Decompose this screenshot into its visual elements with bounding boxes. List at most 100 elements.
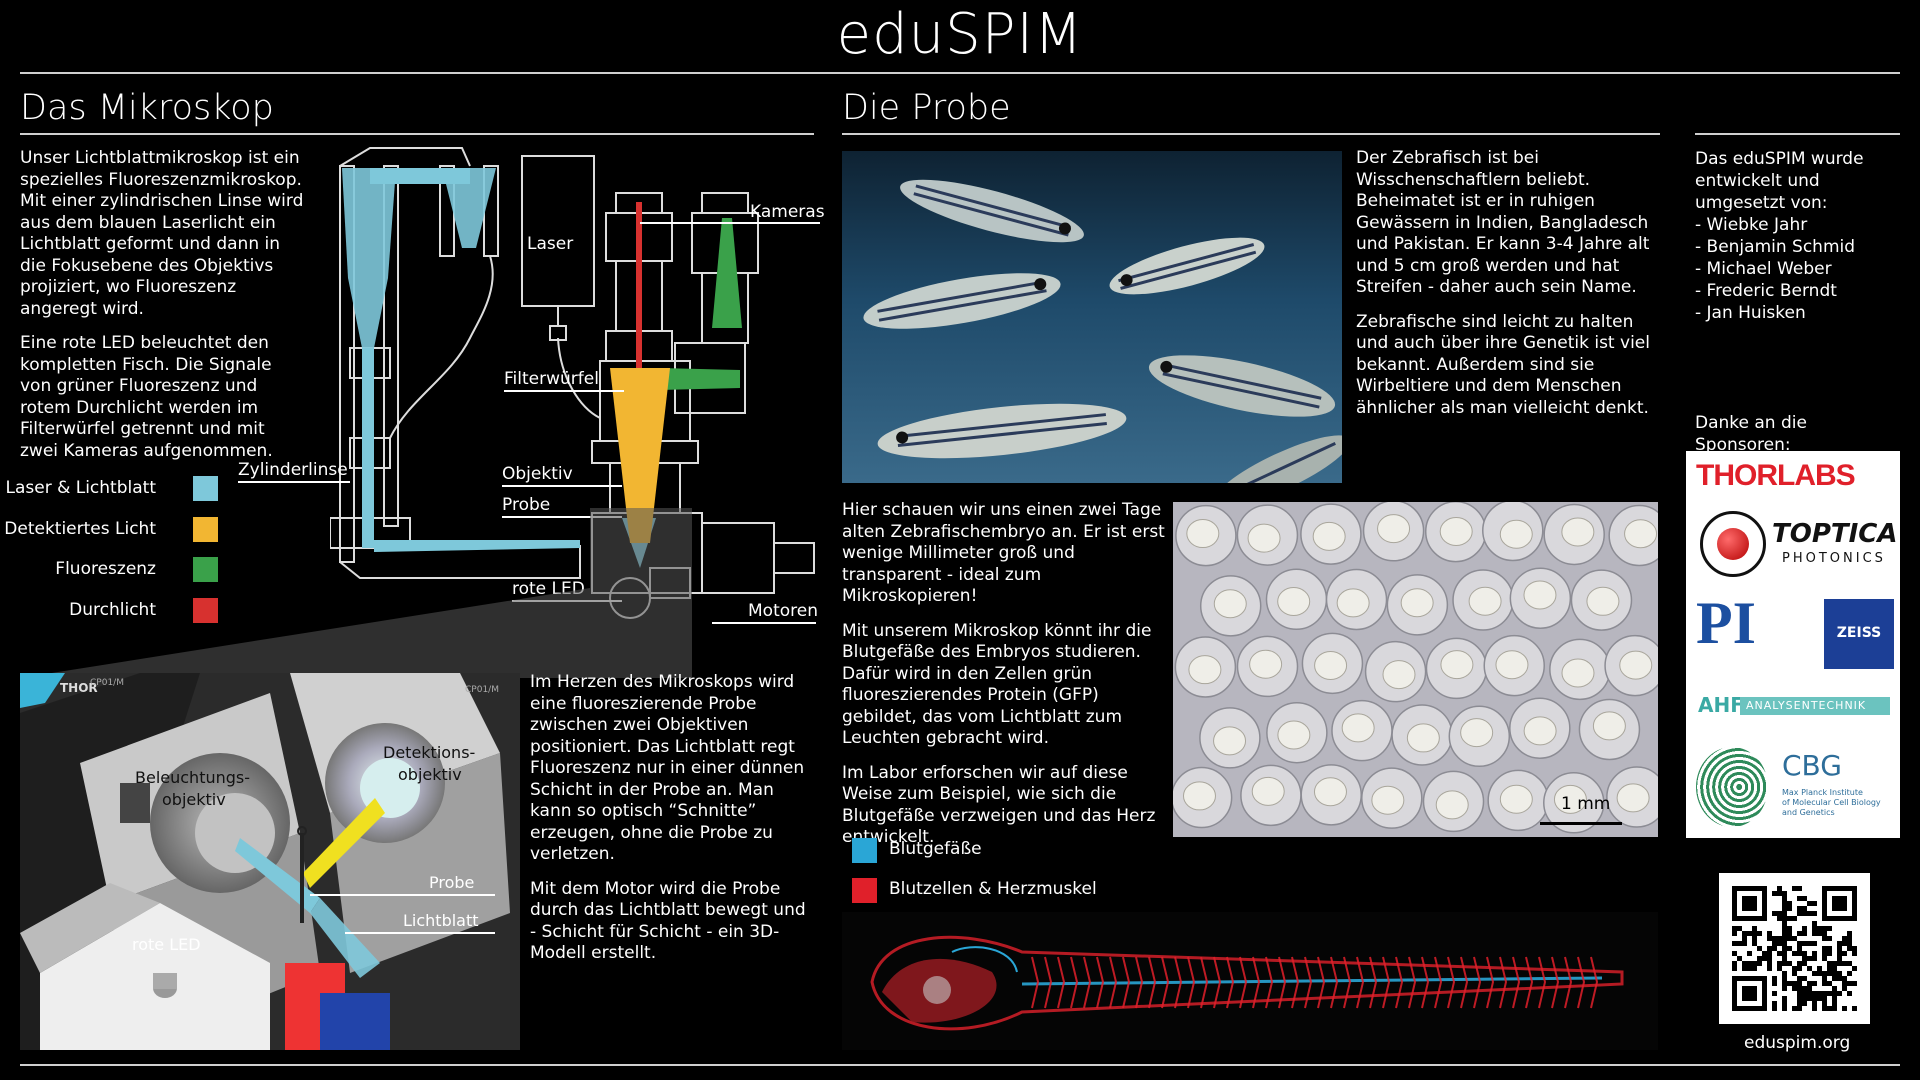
- muscle-segment: [1265, 956, 1274, 1009]
- legend-blood-vessels: Blutgefäße: [852, 838, 1152, 864]
- objective-render: THOR CP01/M CP01/M Beleuchtungs- objekti…: [20, 673, 520, 1050]
- zoom-connector: [20, 508, 692, 678]
- embryo-yolk: [1341, 713, 1375, 743]
- embryo-paragraph-2: Mit unserem Mikroskop könnt ihr die Blut…: [842, 620, 1152, 749]
- muscle-segment: [1538, 956, 1547, 1009]
- muscle-segment: [1252, 956, 1261, 1009]
- microscope-heading-divider: [20, 133, 814, 135]
- muscle-segment: [1187, 956, 1196, 1009]
- muscle-segment: [1122, 956, 1131, 1009]
- embryo-yolk: [1523, 580, 1557, 610]
- zebrafish-paragraph-1: Der Zebrafisch ist bei Wisschenschaftler…: [1356, 148, 1650, 297]
- render-part-label-2: CP01/M: [465, 685, 499, 695]
- leader-probe: [502, 516, 622, 518]
- muscle-segment: [1447, 956, 1456, 1009]
- embryo-yolk: [1460, 718, 1494, 748]
- microscope-intro-paragraph-1: Unser Lichtblattmikroskop ist ein spezie…: [20, 148, 304, 319]
- muscle-segment: [1369, 956, 1378, 1009]
- toptica-logo-sub: PHOTONICS: [1782, 551, 1886, 566]
- embryo-photo: 1 mm: [1173, 502, 1658, 837]
- leader-zylinderlinse: [238, 481, 350, 483]
- credits-person-1: - Wiebke Jahr: [1695, 215, 1808, 235]
- heart-paragraph-2: Mit dem Motor wird die Probe durch das L…: [530, 878, 806, 964]
- legend-transmitted-swatch: [193, 598, 218, 623]
- muscle-segment: [1096, 956, 1105, 1009]
- muscle-segment: [1577, 956, 1586, 1009]
- render-label-rote-led: rote LED: [132, 935, 201, 954]
- microscope-intro-paragraph-2: Eine rote LED beleuchtet den kompletten …: [20, 333, 273, 461]
- muscle-segment: [1525, 956, 1534, 1009]
- muscle-segment: [1395, 956, 1404, 1009]
- muscle-segment: [1356, 956, 1365, 1009]
- embryo-yolk: [1247, 523, 1281, 553]
- embryo-yolk: [1377, 514, 1411, 544]
- muscle-segment: [1161, 956, 1170, 1009]
- toptica-logo: TOPTICA: [1772, 519, 1898, 549]
- embryo-yolk: [1406, 723, 1440, 753]
- embryo-yolk: [1188, 655, 1222, 685]
- leader-filterwuerfel: [504, 390, 624, 392]
- embryo-yolk: [1553, 784, 1587, 814]
- cbg-logo-sub-2: of Molecular Cell Biology: [1782, 798, 1881, 807]
- legend-blood-vessels-swatch: [852, 838, 877, 863]
- label-objektiv: Objektiv: [502, 464, 573, 484]
- leader-objektiv: [502, 485, 622, 487]
- embryo-yolk: [1586, 586, 1620, 616]
- ahf-logo: AHF: [1698, 693, 1744, 717]
- label-filterwuerfel: Filterwürfel: [504, 369, 599, 389]
- muscle-segment: [1174, 956, 1183, 1009]
- embryo-yolk: [1277, 720, 1311, 750]
- muscle-segment: [1343, 956, 1352, 1009]
- render-label-probe: Probe: [429, 873, 475, 892]
- probe-heading-divider: [842, 133, 1660, 135]
- label-probe-diagram: Probe: [502, 495, 551, 515]
- embryo-yolk: [1499, 519, 1533, 549]
- microscope-diagram: [330, 147, 815, 619]
- leader-kameras: [640, 222, 820, 224]
- microscope-heading: Das Mikroskop: [20, 88, 274, 128]
- muscle-segment: [1070, 956, 1079, 1009]
- legend-fluorescence-label: Fluoreszenz: [55, 559, 156, 579]
- qr-code[interactable]: [1719, 873, 1870, 1024]
- scale-bar-label: 1 mm: [1561, 794, 1611, 814]
- bottom-divider: [20, 1064, 1900, 1066]
- embryo-text: Hier schauen wir uns einen zwei Tage alt…: [842, 500, 1167, 862]
- ahf-logo-sub-text: ANALYSENTECHNIK: [1746, 699, 1867, 712]
- label-zylinderlinse: Zylinderlinse: [238, 460, 348, 480]
- legend-transmitted-label: Durchlicht: [69, 600, 156, 620]
- thorlabs-logo: THORLABS: [1696, 459, 1856, 492]
- heart-text: Im Herzen des Mikroskops wird eine fluor…: [530, 672, 810, 978]
- legend-detected: Detektiertes Licht: [4, 517, 218, 542]
- embryo-yolk: [1440, 650, 1474, 680]
- cbg-logo: CBG: [1782, 749, 1842, 782]
- website-link[interactable]: eduspim.org: [1744, 1033, 1851, 1053]
- muscle-segment: [1291, 956, 1300, 1009]
- legend-blood-vessels-label: Blutgefäße: [889, 839, 982, 859]
- render-part-label-1: CP01/M: [90, 678, 124, 688]
- render-label-detektions-1: Detektions-: [383, 743, 476, 762]
- credits-intro: Das eduSPIM wurde entwickelt und umgeset…: [1695, 149, 1864, 213]
- embryo-yolk: [1182, 781, 1216, 811]
- label-motoren: Motoren: [748, 601, 818, 621]
- embryo-yolk: [1523, 716, 1557, 746]
- zebrafish-text: Der Zebrafisch ist bei Wisschenschaftler…: [1356, 148, 1661, 432]
- credits-person-5: - Jan Huisken: [1695, 303, 1806, 323]
- embryo-yolk: [1371, 785, 1405, 815]
- credits-person-2: - Benjamin Schmid: [1695, 237, 1856, 257]
- embryo-yolk: [1499, 784, 1533, 814]
- muscle-segment: [1148, 956, 1157, 1009]
- embryo-paragraph-3: Im Labor erforschen wir auf diese Weise …: [842, 762, 1156, 848]
- credits-person-3: - Michael Weber: [1695, 259, 1832, 279]
- muscle-segment: [1057, 956, 1066, 1009]
- embryo-yolk: [1251, 776, 1285, 806]
- render-label-beleuchtungs-1: Beleuchtungs-: [135, 768, 251, 787]
- embryo-paragraph-1: Hier schauen wir uns einen zwei Tage alt…: [842, 500, 1165, 606]
- muscle-segment: [1278, 956, 1287, 1009]
- muscle-segment: [1213, 956, 1222, 1009]
- toptica-logo-icon: [1700, 511, 1766, 577]
- label-kameras: Kameras: [750, 202, 825, 222]
- embryo-yolk: [1213, 589, 1247, 619]
- sponsors-label: Danke an die Sponsoren:: [1695, 413, 1807, 455]
- zebrafish-photo: [842, 151, 1342, 483]
- label-laser: Laser: [527, 234, 574, 254]
